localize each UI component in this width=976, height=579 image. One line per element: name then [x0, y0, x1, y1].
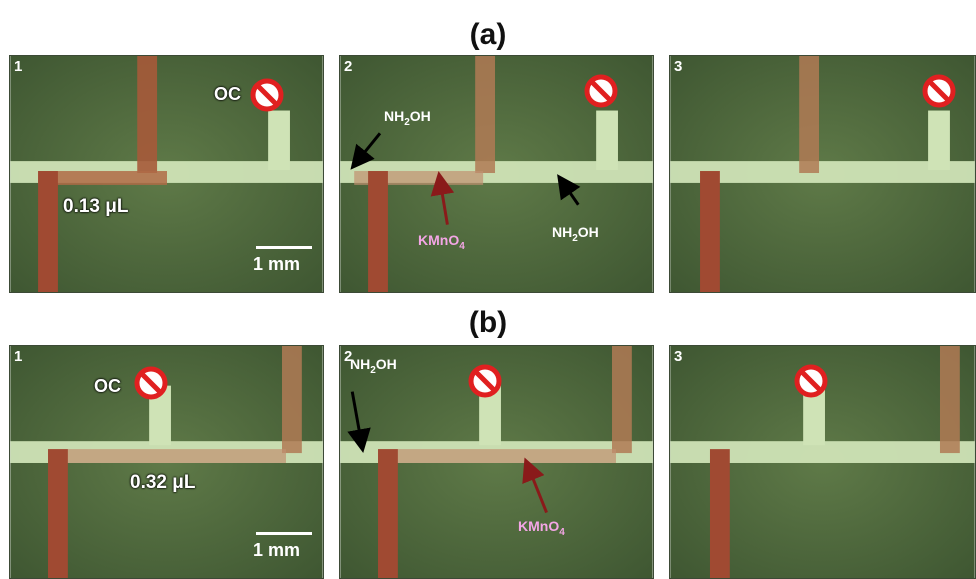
no-entry-icon	[134, 366, 168, 400]
nh2oh-label-right: NH2OH	[552, 224, 599, 244]
nh2oh-label-left-tail: OH	[409, 108, 431, 124]
nh2oh-label-right-main: NH	[552, 224, 573, 240]
panel-a2: 2 NH2OH NH2OH KMnO4	[339, 55, 654, 293]
nh2oh-label-right-tail: OH	[577, 224, 599, 240]
panel-b1: 1 OC 0.32 μL 1 mm	[9, 345, 324, 579]
panel-number: 3	[674, 58, 683, 75]
row-label-a: (a)	[469, 18, 507, 51]
panel-number: 2	[344, 348, 353, 365]
kmno4-label-sub: 4	[559, 526, 565, 538]
scale-bar	[256, 532, 312, 535]
no-entry-icon	[922, 74, 956, 108]
nh2oh-label-left-main: NH	[384, 108, 405, 124]
nh2oh-label-left-sub: 2	[404, 116, 410, 128]
panel-number: 3	[674, 348, 683, 365]
scale-bar-label: 1 mm	[253, 254, 301, 274]
kmno4-label-main: KMnO	[518, 518, 560, 534]
kmno4-label-sub: 4	[459, 240, 465, 252]
no-entry-icon	[794, 364, 828, 398]
no-entry-icon	[584, 74, 618, 108]
panel-number: 1	[14, 348, 23, 365]
panel-number: 1	[14, 58, 23, 75]
nh2oh-label-left-main: NH	[350, 356, 371, 372]
panel-a3: 3	[669, 55, 976, 293]
kmno4-label: KMnO4	[418, 232, 465, 252]
panel-number: 2	[344, 58, 353, 75]
row-label-b: (b)	[468, 306, 508, 339]
oc-label: OC	[214, 84, 241, 104]
nh2oh-label-right-sub: 2	[572, 232, 578, 244]
oc-label: OC	[94, 376, 121, 396]
nh2oh-label-left-sub: 2	[370, 364, 376, 376]
nh2oh-label-left-tail: OH	[375, 356, 397, 372]
scale-bar	[256, 246, 312, 249]
no-entry-icon	[250, 78, 284, 112]
volume-label: 0.13 μL	[63, 196, 129, 217]
panel-b3: 3	[669, 345, 976, 579]
kmno4-label: KMnO4	[518, 518, 565, 538]
volume-label: 0.32 μL	[130, 472, 196, 493]
panel-a1: 1 OC 0.13 μL 1 mm	[9, 55, 324, 293]
no-entry-icon	[468, 364, 502, 398]
nh2oh-label-left: NH2OH	[350, 356, 397, 376]
scale-bar-label: 1 mm	[253, 540, 301, 560]
panel-b2: 2 NH2OH KMnO4	[339, 345, 654, 579]
kmno4-label-main: KMnO	[418, 232, 460, 248]
nh2oh-label-left: NH2OH	[384, 108, 431, 128]
